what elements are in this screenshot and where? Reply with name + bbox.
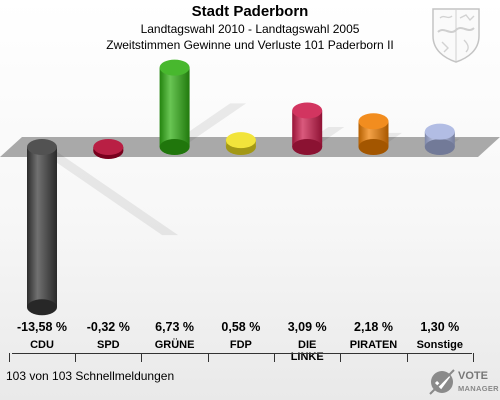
chart-subtitle-district: Zweitstimmen Gewinne und Verluste 101 Pa… [106, 38, 394, 52]
x-axis-line [12, 353, 472, 354]
chart-subtitle-election: Landtagswahl 2010 - Landtagswahl 2005 [140, 22, 360, 36]
x-axis-tick [407, 353, 408, 362]
value-label-die-linke: 3,09 % [287, 320, 327, 334]
category-label-cdu: CDU [30, 339, 54, 351]
footer-note: 103 von 103 Schnellmeldungen [6, 369, 175, 383]
value-label-gr-ne: 6,73 % [155, 320, 195, 334]
category-label-die-linke: DIE LINKE [290, 339, 324, 363]
bar-gr-ne [159, 59, 190, 155]
x-axis-tick [274, 353, 275, 362]
bar-fdp [225, 132, 256, 155]
x-axis-tick [9, 353, 10, 362]
bar-cdu-shadow [34, 147, 179, 236]
bar-piraten [358, 113, 389, 155]
category-label-spd: SPD [96, 339, 120, 351]
category-label-sonstige: Sonstige [416, 339, 464, 351]
category-label-piraten: PIRATEN [349, 339, 398, 351]
value-label-spd: -0,32 % [86, 320, 130, 334]
x-axis-tick [141, 353, 142, 362]
value-label-piraten: 2,18 % [354, 320, 393, 334]
page-title: Stadt Paderborn [191, 3, 309, 20]
bar-die-linke [292, 102, 323, 155]
x-axis-tick [340, 353, 341, 362]
x-axis-tick [208, 353, 209, 362]
logo-text-manager: MANAGER [458, 384, 499, 393]
category-label-fdp: FDP [229, 339, 252, 351]
coat-of-arms-icon [432, 8, 480, 63]
bar-cdu [27, 139, 57, 316]
value-label-cdu: -13,58 % [16, 320, 68, 334]
value-label-fdp: 0,58 % [221, 320, 261, 334]
bar-sonstige [424, 123, 455, 155]
logo-text-vote: VOTE [458, 370, 488, 382]
x-axis-tick [473, 353, 474, 362]
bar-spd [93, 139, 124, 159]
vote-manager-logo-icon [429, 369, 455, 395]
x-axis-tick [75, 353, 76, 362]
category-label-gr-ne: GRÜNE [154, 339, 195, 351]
value-label-sonstige: 1,30 % [420, 320, 460, 334]
